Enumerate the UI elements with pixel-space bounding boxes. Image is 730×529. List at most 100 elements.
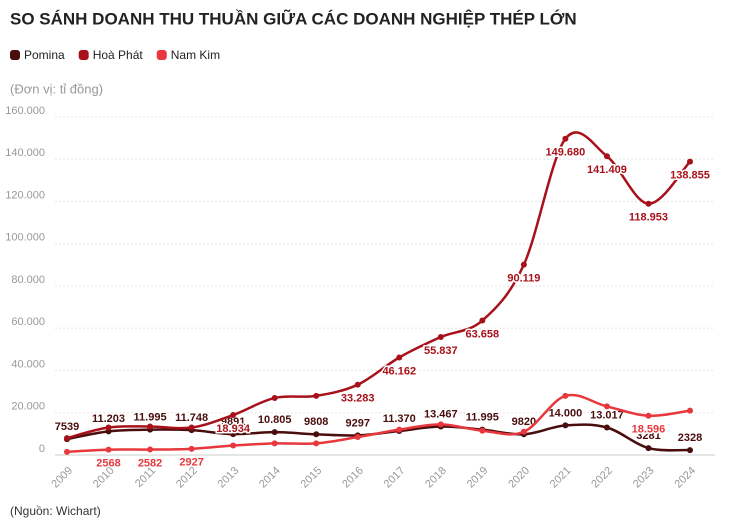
unit-label: (Đơn vị: tỉ đồng): [10, 81, 103, 96]
y-tick-label: 100.000: [5, 232, 45, 244]
legend-swatch: [78, 50, 89, 60]
data-label: 46.162: [382, 365, 416, 377]
data-label: 9808: [304, 416, 328, 428]
point: [147, 423, 154, 430]
x-tick-label: 2019: [465, 465, 491, 491]
y-tick-label: 160.000: [5, 105, 45, 117]
data-label: 141.409: [587, 164, 627, 176]
point: [271, 394, 278, 401]
data-label: 2927: [179, 457, 203, 469]
y-tick-label: 140.000: [5, 147, 45, 159]
point: [645, 445, 652, 452]
point: [687, 407, 693, 414]
legend-swatch: [156, 50, 167, 60]
x-tick-label: 2024: [672, 465, 698, 491]
point: [520, 261, 527, 268]
data-label: 2582: [138, 457, 162, 469]
data-label: 11.748: [175, 412, 208, 424]
x-tick-label: 2017: [382, 465, 408, 491]
point: [105, 424, 112, 431]
point: [437, 421, 444, 428]
point: [313, 392, 320, 399]
point: [479, 317, 486, 324]
x-tick-label: 2022: [589, 465, 615, 491]
y-tick-label: 120.000: [5, 189, 45, 201]
point: [271, 440, 278, 447]
data-label: 13.017: [590, 409, 624, 421]
point: [603, 153, 610, 160]
chart-title: SO SÁNH DOANH THU THUẦN GIỮA CÁC DOANH N…: [10, 8, 577, 28]
x-tick-label: 2015: [299, 465, 325, 491]
point: [687, 158, 693, 165]
point: [64, 448, 70, 455]
data-label: 2568: [96, 457, 120, 469]
legend-label: Nam Kim: [171, 48, 220, 62]
legend-label: Pomina: [24, 48, 65, 62]
line: [66, 423, 691, 452]
point: [147, 446, 154, 453]
point: [645, 200, 652, 207]
point: [64, 435, 70, 442]
source: (Nguồn: Wichart): [10, 504, 101, 518]
x-tick-label: 2009: [49, 465, 75, 491]
data-label: 18.934: [216, 423, 251, 435]
data-label: 149.680: [546, 147, 586, 159]
data-label: 3281: [636, 430, 660, 442]
data-label: 13.467: [424, 408, 458, 420]
x-tick-label: 2016: [340, 465, 366, 491]
data-label: 11.995: [134, 412, 167, 424]
y-tick-label: 0: [39, 443, 45, 455]
data-label: 118.953: [629, 212, 668, 224]
data-label: 55.837: [424, 345, 458, 357]
line: [66, 393, 691, 454]
point: [230, 442, 237, 449]
point: [313, 440, 320, 447]
data-label: 11.370: [383, 413, 416, 425]
point: [105, 446, 112, 453]
data-label: 2328: [678, 432, 702, 444]
data-label: 33.283: [341, 393, 375, 405]
data-label: 14.000: [549, 407, 583, 419]
point: [354, 381, 361, 388]
x-tick-label: 2021: [548, 465, 574, 491]
x-tick-label: 2020: [506, 465, 532, 491]
y-tick-label: 60.000: [11, 316, 45, 328]
point: [230, 431, 237, 438]
point: [687, 447, 693, 454]
x-tick-label: 2014: [257, 465, 283, 491]
x-tick-label: 2013: [216, 465, 242, 491]
point: [437, 334, 444, 341]
data-label: 7539: [55, 421, 79, 433]
x-tick-label: 2023: [631, 465, 657, 491]
point: [230, 412, 237, 419]
point: [188, 424, 195, 431]
point: [645, 412, 652, 419]
line: [66, 131, 691, 440]
legend-label: Hoà Phát: [93, 48, 144, 62]
point: [313, 431, 320, 438]
point: [396, 354, 403, 361]
y-tick-label: 80.000: [11, 274, 45, 286]
data-label: 138.855: [670, 170, 710, 182]
y-tick-label: 40.000: [11, 358, 45, 370]
point: [396, 426, 403, 433]
point: [562, 422, 569, 429]
data-label: 11.203: [92, 413, 125, 425]
data-label: 90.119: [507, 273, 540, 285]
point: [271, 429, 278, 436]
point: [479, 427, 486, 434]
data-label: 9297: [345, 417, 369, 429]
x-tick-label: 2018: [423, 465, 449, 491]
point: [603, 403, 610, 410]
point: [562, 135, 569, 142]
data-label: 11.995: [466, 412, 499, 424]
legend-swatch: [10, 50, 20, 60]
point: [188, 445, 195, 452]
point: [520, 428, 527, 435]
data-label: 18.596: [632, 424, 666, 436]
data-label: 10.805: [258, 414, 292, 426]
point: [603, 424, 610, 431]
point: [354, 434, 361, 441]
point: [562, 392, 569, 399]
